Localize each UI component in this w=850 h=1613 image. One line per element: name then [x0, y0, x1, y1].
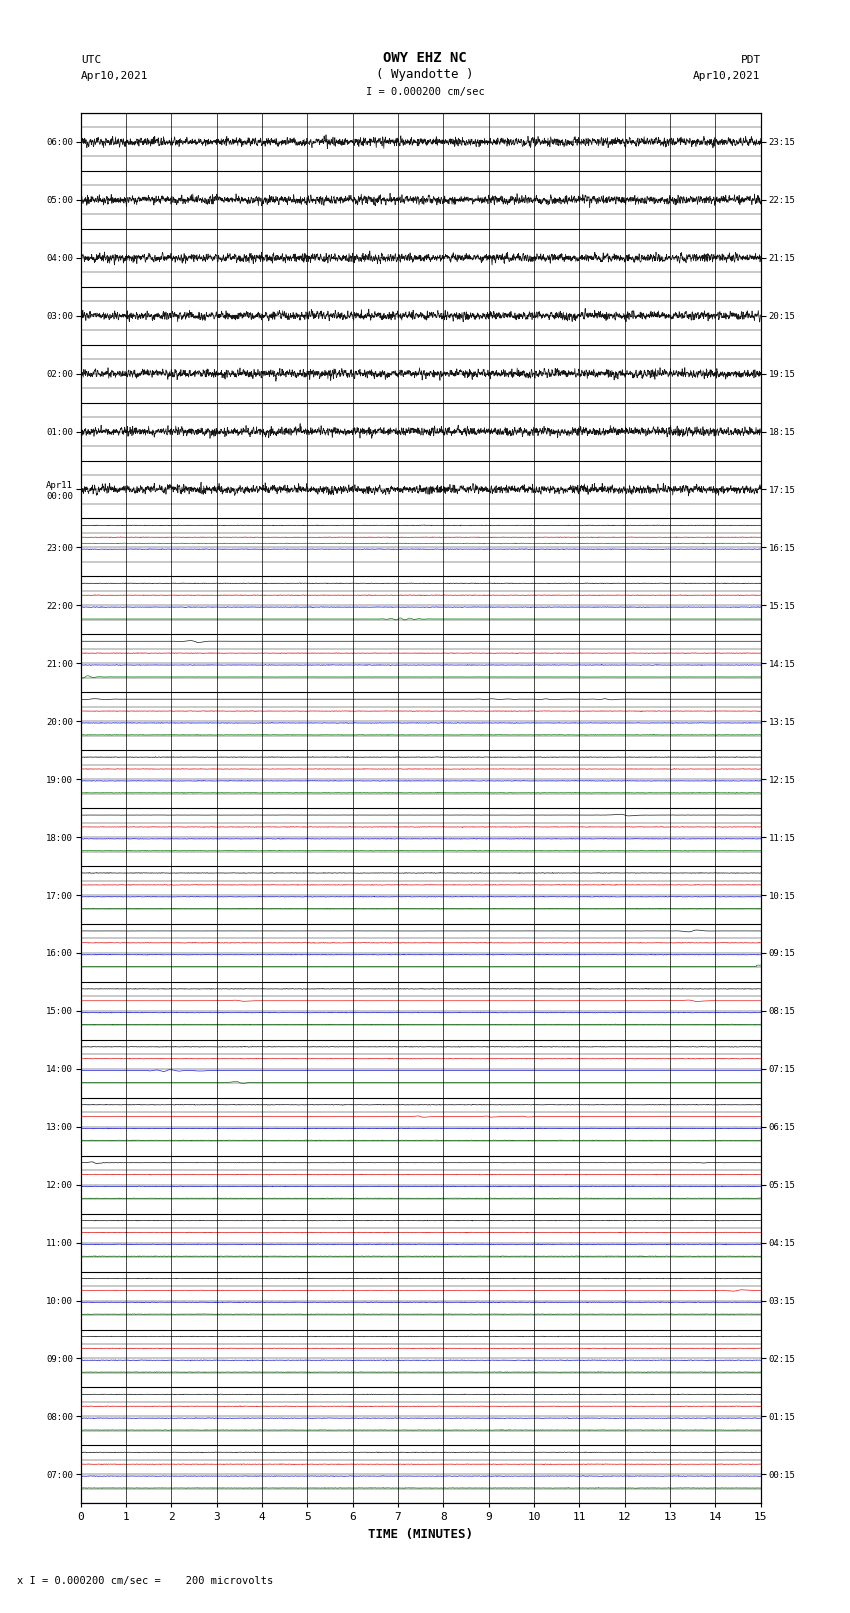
Text: Apr10,2021: Apr10,2021 — [81, 71, 148, 81]
Text: OWY EHZ NC: OWY EHZ NC — [383, 50, 467, 65]
Text: I = 0.000200 cm/sec: I = 0.000200 cm/sec — [366, 87, 484, 97]
Text: UTC: UTC — [81, 55, 101, 65]
Text: x I = 0.000200 cm/sec =    200 microvolts: x I = 0.000200 cm/sec = 200 microvolts — [17, 1576, 273, 1586]
Text: PDT: PDT — [740, 55, 761, 65]
X-axis label: TIME (MINUTES): TIME (MINUTES) — [368, 1528, 473, 1540]
Text: ( Wyandotte ): ( Wyandotte ) — [377, 68, 473, 81]
Text: Apr10,2021: Apr10,2021 — [694, 71, 761, 81]
